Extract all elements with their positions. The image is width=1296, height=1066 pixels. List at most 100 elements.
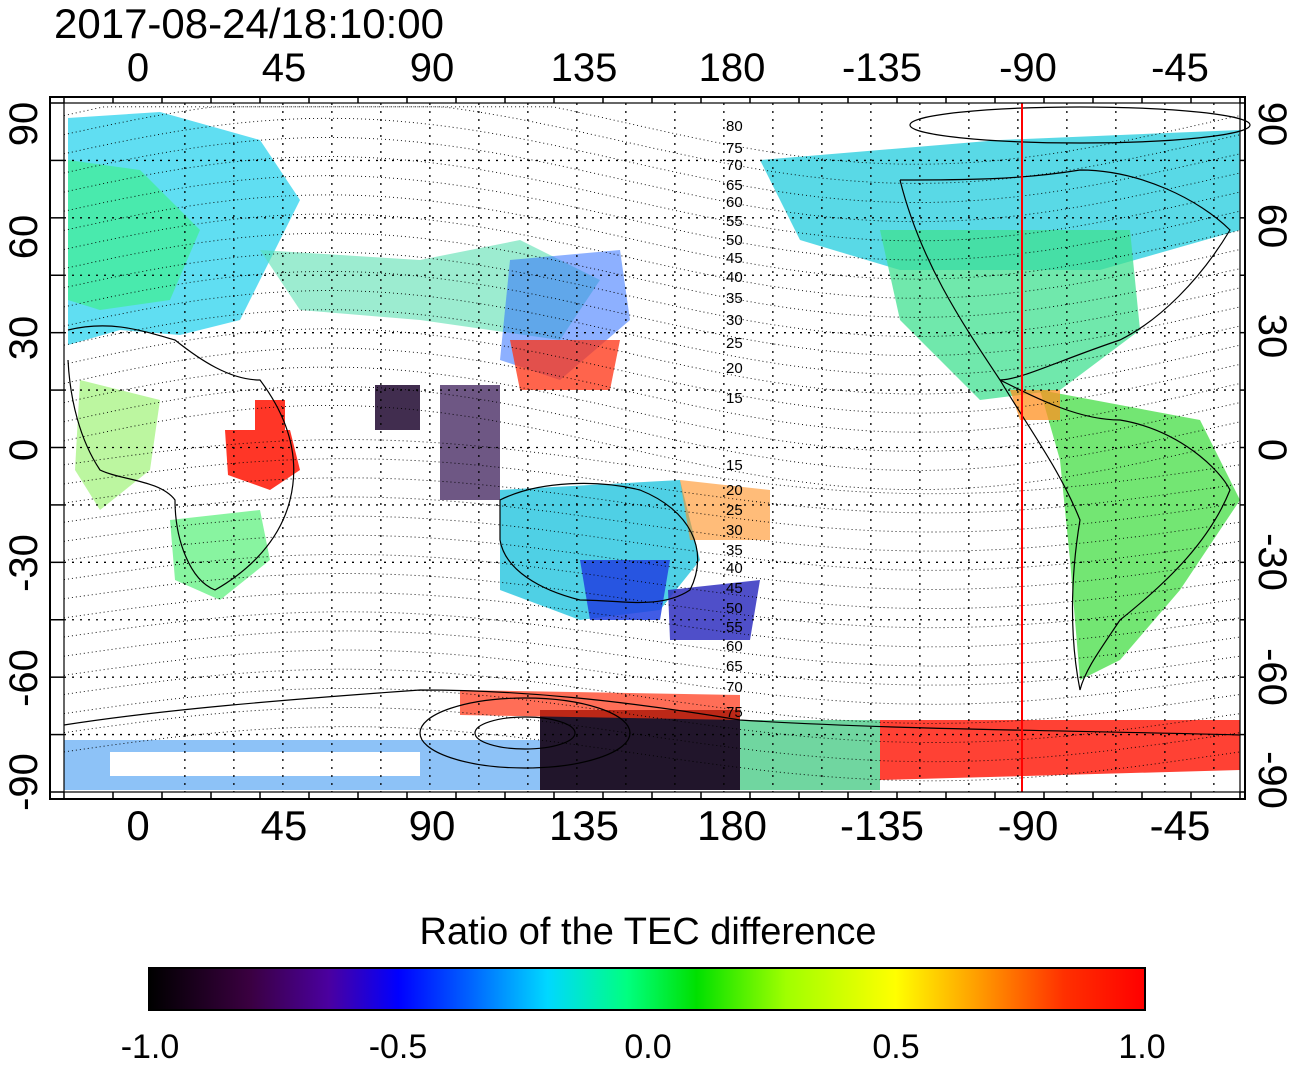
contour-label: 65 bbox=[726, 177, 743, 194]
magnetic-contour bbox=[63, 515, 1241, 571]
lat-tick-left: 90 bbox=[2, 101, 46, 147]
contour-label: 25 bbox=[726, 502, 743, 519]
contour-label: 75 bbox=[726, 140, 743, 157]
patch-na-green bbox=[880, 230, 1140, 400]
patch-antarctica-white bbox=[110, 752, 420, 776]
patch-pacific-orange bbox=[680, 480, 770, 540]
lat-tick-left: 0 bbox=[2, 438, 46, 462]
patch-antarctica-dark bbox=[540, 710, 740, 790]
lon-tick-bottom: 45 bbox=[260, 802, 308, 849]
magnetic-contour bbox=[63, 592, 1241, 648]
lat-tick-left: -90 bbox=[2, 753, 46, 811]
colorbar-tick: -1.0 bbox=[120, 1028, 180, 1066]
lat-tick-right: -90 bbox=[1250, 751, 1294, 809]
contour-label: 35 bbox=[726, 542, 743, 559]
contour-label: 70 bbox=[726, 679, 743, 696]
contour-label: 30 bbox=[726, 312, 743, 329]
lon-tick-top: -45 bbox=[1151, 46, 1209, 90]
patch-antarctica-red-w bbox=[460, 690, 740, 720]
patch-africa-west bbox=[75, 380, 160, 510]
contour-label: 60 bbox=[726, 638, 743, 655]
lat-tick-left: 30 bbox=[2, 315, 46, 361]
contour-label: 45 bbox=[726, 580, 743, 597]
contour-label: 55 bbox=[726, 213, 743, 230]
patch-europe-green bbox=[68, 160, 200, 310]
lat-tick-left: -30 bbox=[2, 534, 46, 592]
magnetic-contour bbox=[63, 553, 1241, 610]
lon-tick-bottom: -135 bbox=[839, 802, 925, 849]
lon-tick-top: 90 bbox=[409, 46, 455, 90]
lat-tick-right: -30 bbox=[1250, 533, 1294, 591]
lon-tick-top: 180 bbox=[698, 46, 766, 90]
tec-data-patches bbox=[64, 112, 1240, 790]
contour-label: 80 bbox=[726, 118, 743, 135]
lon-tick-top: 45 bbox=[261, 46, 307, 90]
contour-labels: 8075706560555045403530252015152025303540… bbox=[726, 118, 743, 721]
contour-label: 45 bbox=[726, 250, 743, 267]
contour-label: 25 bbox=[726, 335, 743, 352]
coastlines bbox=[63, 106, 1251, 769]
colorbar-title: Ratio of the TEC difference bbox=[419, 911, 877, 953]
patch-pacific-red bbox=[510, 340, 620, 390]
lon-tick-bottom: -90 bbox=[997, 802, 1059, 849]
contour-label: 70 bbox=[726, 157, 743, 174]
magnetic-contour bbox=[63, 649, 1241, 705]
map-grid bbox=[64, 103, 1240, 792]
contour-label: 60 bbox=[726, 194, 743, 211]
lat-tick-left: -60 bbox=[2, 649, 46, 707]
lon-tick-bottom: 135 bbox=[548, 802, 620, 849]
colorbar bbox=[148, 967, 1146, 1011]
contour-label: 50 bbox=[726, 600, 743, 617]
magnetic-contour bbox=[63, 573, 1241, 629]
magnetic-contour bbox=[63, 458, 1241, 514]
lat-tick-right: 90 bbox=[1250, 101, 1294, 147]
patch-seasia-dark bbox=[440, 385, 500, 500]
magnetic-contour bbox=[63, 477, 1241, 533]
magnetic-contour bbox=[63, 668, 1241, 724]
colorbar-tick: 0.0 bbox=[624, 1028, 672, 1066]
patch-antarctica-mix bbox=[740, 720, 880, 790]
magnetic-contour bbox=[63, 439, 1241, 495]
contour-label: 50 bbox=[726, 232, 743, 249]
contour-label: 40 bbox=[726, 269, 743, 286]
lon-tick-bottom: -45 bbox=[1149, 802, 1211, 849]
magnetic-contour bbox=[63, 611, 1241, 667]
magnetic-contour bbox=[63, 496, 1241, 552]
contour-label: 15 bbox=[726, 457, 743, 474]
contour-label: 65 bbox=[726, 658, 743, 675]
contour-label: 75 bbox=[726, 704, 743, 721]
magnetic-contour bbox=[63, 707, 1241, 763]
lat-tick-right: 30 bbox=[1250, 313, 1294, 359]
lat-tick-right: -60 bbox=[1250, 648, 1294, 706]
magnetic-contour bbox=[63, 630, 1241, 686]
lat-tick-right: 0 bbox=[1250, 438, 1294, 462]
contour-label: 30 bbox=[726, 522, 743, 539]
lon-tick-bottom: 180 bbox=[696, 802, 768, 849]
patch-africa-south bbox=[170, 510, 270, 600]
patch-antarctica-red-e bbox=[880, 720, 1240, 780]
patch-australia-blue bbox=[580, 560, 670, 620]
lat-tick-left: 60 bbox=[2, 214, 46, 260]
lon-tick-top: 135 bbox=[550, 46, 618, 90]
magnetic-contour bbox=[63, 534, 1241, 590]
frame-ticks bbox=[50, 97, 1245, 799]
contour-label: 40 bbox=[726, 560, 743, 577]
magnetic-contour bbox=[63, 687, 1241, 743]
magnetic-contour bbox=[63, 106, 1241, 165]
patch-africa-red bbox=[225, 430, 300, 490]
colorbar-tick: -0.5 bbox=[368, 1028, 428, 1066]
patch-sa bbox=[1040, 390, 1240, 680]
contour-label: 20 bbox=[726, 360, 743, 377]
contour-label: 35 bbox=[726, 290, 743, 307]
magnetic-contour bbox=[63, 726, 1241, 782]
contour-label: 20 bbox=[726, 482, 743, 499]
patch-nz-blue bbox=[668, 580, 760, 640]
lon-tick-top: 0 bbox=[126, 46, 150, 90]
contour-label: 55 bbox=[726, 619, 743, 636]
magnetic-latitude-contours bbox=[63, 106, 1241, 782]
lon-tick-top: -90 bbox=[999, 46, 1057, 90]
lon-tick-top: -135 bbox=[841, 46, 923, 90]
colorbar-tick: 1.0 bbox=[1118, 1028, 1166, 1066]
colorbar-tick: 0.5 bbox=[872, 1028, 920, 1066]
